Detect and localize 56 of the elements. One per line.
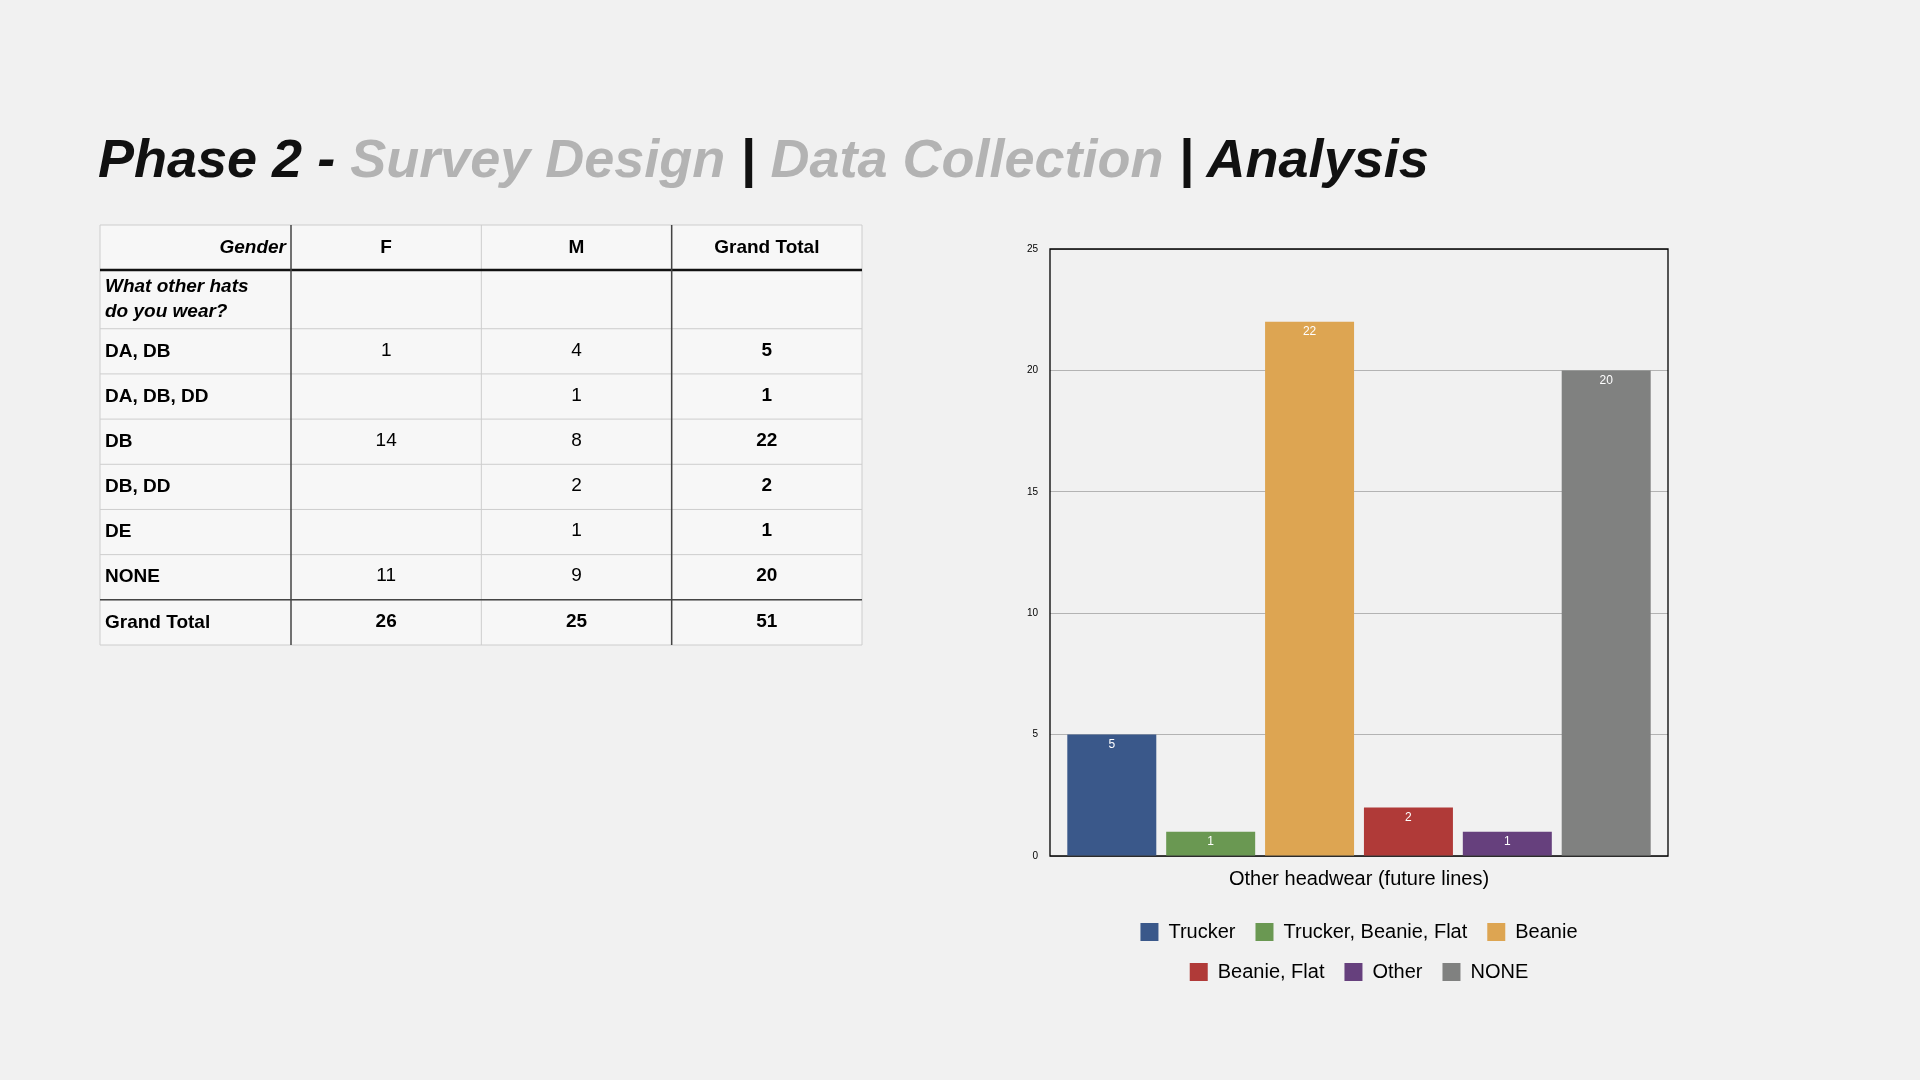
legend-label: Trucker, Beanie, Flat [1283, 919, 1468, 942]
y-tick-label: 25 [1026, 242, 1039, 254]
y-tick-label: DA, DB, DD [105, 384, 209, 406]
data-label: 1 [571, 383, 582, 405]
data-label: 1 [1207, 834, 1215, 849]
y-tick-label: DE [105, 520, 132, 542]
x-tick-label: Grand Total [714, 235, 820, 257]
data-label: 26 [375, 609, 397, 631]
data-label: 8 [571, 428, 582, 450]
data-label: 1 [761, 383, 773, 405]
data-label: 1 [761, 519, 773, 541]
data-label: 11 [376, 564, 397, 586]
data-label: 4 [571, 338, 583, 360]
data-label: 20 [1599, 372, 1614, 387]
bar [1166, 831, 1256, 856]
y-tick-label: Grand Total [105, 610, 211, 632]
bar [1561, 370, 1651, 856]
y-tick-label: 5 [1032, 728, 1039, 740]
data-label: 1 [380, 338, 392, 360]
x-axis-title: Gender [219, 235, 288, 257]
data-label: 5 [1108, 736, 1116, 751]
data-label: 5 [761, 338, 773, 360]
data-label: 25 [565, 609, 588, 631]
y-tick-label: NONE [105, 565, 160, 587]
y-tick-label: 15 [1026, 485, 1039, 497]
y-tick-label: 20 [1026, 364, 1039, 376]
data-label: 2 [761, 474, 773, 496]
data-label: 1 [1503, 834, 1511, 849]
y-tick-label: 0 [1032, 849, 1039, 861]
data-label: 20 [756, 564, 778, 586]
x-tick-label: F [380, 235, 392, 257]
y-axis-title: What other hats do you wear? [105, 275, 249, 322]
x-tick-label: M [568, 235, 585, 257]
y-tick-label: DA, DB [105, 339, 171, 361]
data-label: 22 [1302, 324, 1317, 339]
y-tick-label: DB, DD [105, 475, 171, 497]
data-label: 51 [756, 609, 778, 631]
data-label: 1 [571, 519, 582, 541]
data-label: 2 [571, 474, 582, 496]
legend-label: Beanie, Flat [1217, 959, 1325, 982]
bar [1067, 734, 1157, 856]
legend-label: NONE [1470, 959, 1529, 982]
y-tick-label: 10 [1026, 606, 1039, 618]
y-tick-label: DB [105, 429, 133, 451]
legend-label: Beanie [1515, 919, 1578, 942]
x-tick-label: Other headwear (future lines) [1228, 866, 1490, 889]
legend-label: Trucker [1168, 919, 1236, 942]
bar [1265, 321, 1355, 856]
data-label: 9 [571, 564, 582, 586]
data-label: 14 [375, 428, 398, 450]
bar [1462, 831, 1552, 856]
chart-title: Phase 2 - Survey Design | Data Collection | Analysis [98, 128, 1429, 188]
data-label: 22 [756, 428, 778, 450]
data-label: 2 [1405, 809, 1413, 824]
legend-label: Other [1372, 959, 1423, 982]
bar [1363, 807, 1453, 856]
